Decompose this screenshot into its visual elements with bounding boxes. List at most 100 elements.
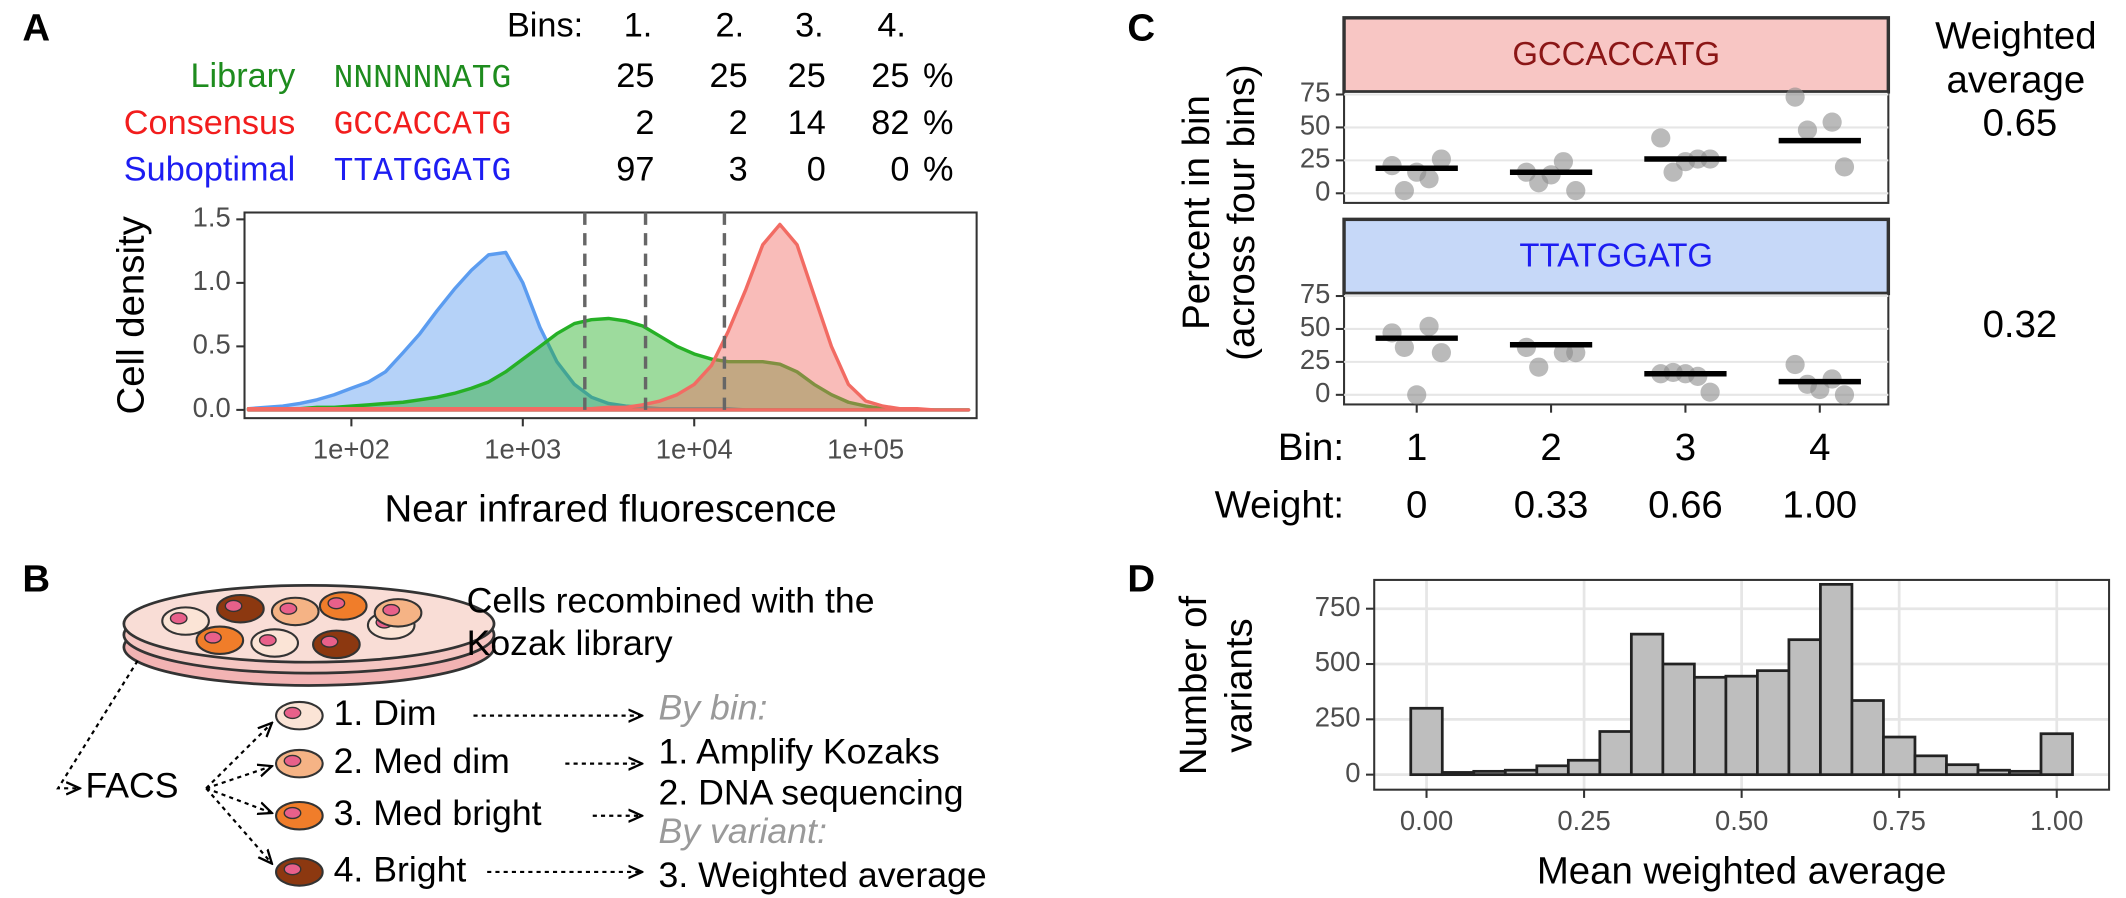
row-value: 25 [871, 57, 909, 95]
cell-nucleus [327, 597, 346, 610]
y-tick-label: 75 [1300, 77, 1330, 108]
weight-label: 0.66 [1648, 483, 1723, 526]
y-tick-label: 50 [1300, 110, 1330, 141]
bin-item: 2. Med dim [334, 741, 510, 781]
cell-nucleus [283, 863, 302, 876]
histogram-bar [1913, 754, 1948, 777]
histogram-bar [1598, 730, 1633, 777]
y-axis-label: variants [1217, 618, 1260, 752]
histogram-bar [1661, 662, 1696, 777]
x-tick-label: 0.50 [1715, 805, 1768, 836]
weight-label: 0 [1406, 483, 1427, 526]
y-tick-label: 50 [1300, 311, 1330, 342]
histogram-bar [1976, 768, 2011, 777]
point [1834, 157, 1855, 177]
bin-item: 4. Bright [334, 849, 467, 889]
x-tick-label: 0.75 [1873, 805, 1926, 836]
row-value: 14 [788, 104, 826, 142]
point [1431, 343, 1451, 363]
bin-header: 1. [624, 6, 653, 44]
point [1407, 385, 1427, 405]
table-header: Bins: [507, 6, 583, 44]
histogram-bar [1693, 675, 1728, 777]
histogram-bar [1472, 769, 1507, 777]
x-tick-label: 0.00 [1400, 805, 1453, 836]
weighted-average: 0.32 [1983, 303, 2058, 346]
point [1529, 357, 1549, 377]
arrow [205, 766, 272, 790]
caption: Cells recombined with the [467, 581, 875, 621]
side-title: Weighted [1935, 15, 2096, 58]
plot-frame [1373, 578, 2111, 791]
histogram-bar [1629, 632, 1665, 777]
weight-axis-label: Weight: [1215, 483, 1344, 526]
row-seq: NNNNNNATG [334, 60, 512, 97]
histogram-bar [1409, 706, 1444, 777]
histogram-bar [2008, 769, 2043, 777]
y-tick-label: 0 [1315, 176, 1330, 207]
cell-nucleus [224, 599, 243, 613]
row-value: 25 [788, 57, 826, 95]
caption: Kozak library [467, 623, 673, 663]
bin-header: 4. [877, 6, 906, 44]
facet-strip [1342, 217, 1891, 296]
row-value: 97 [616, 150, 654, 188]
y-tick-label: 0.0 [193, 392, 231, 423]
bin-header: 2. [716, 6, 745, 44]
y-tick-label: 750 [1315, 591, 1361, 622]
y-tick-label: 25 [1300, 143, 1330, 174]
row-value: 25 [710, 57, 748, 95]
row-unit: % [923, 150, 953, 188]
row-value: 2 [729, 104, 748, 142]
row-seq: TTATGGATG [334, 153, 512, 190]
histogram-bar [1440, 771, 1476, 777]
density-area [246, 316, 971, 412]
point [1419, 316, 1439, 336]
x-tick-label: 1.00 [2030, 805, 2083, 836]
y-tick-label: 0.5 [193, 329, 231, 360]
histogram-bar [1724, 674, 1759, 777]
y-axis-label: Number of [1172, 596, 1215, 775]
point [1566, 181, 1586, 201]
arrow [56, 660, 139, 789]
step-heading: By variant: [659, 811, 827, 851]
arrow [205, 787, 272, 813]
row-name: Suboptimal [124, 150, 295, 188]
histogram-bar [1945, 763, 1980, 777]
histogram-bar [1503, 768, 1539, 777]
x-tick-label: 0.25 [1557, 805, 1610, 836]
y-axis-label: (across four bins) [1220, 64, 1263, 360]
y-tick-label: 500 [1315, 646, 1361, 677]
point [1797, 120, 1818, 140]
y-tick-label: 75 [1300, 278, 1330, 309]
panel-label: C [1127, 6, 1155, 49]
bin-item: 1. Dim [334, 693, 437, 733]
point [1651, 128, 1671, 148]
y-axis-label: Percent in bin [1175, 95, 1218, 330]
y-tick-label: 0 [1315, 377, 1330, 408]
arrow [205, 787, 272, 863]
sort-node: FACS [85, 766, 178, 806]
x-tick-label: 1e+05 [827, 433, 904, 464]
step-heading: By bin: [659, 688, 768, 728]
bin-label: 2 [1540, 426, 1561, 469]
point [1394, 337, 1414, 357]
point [1553, 152, 1574, 172]
density-area [246, 222, 971, 412]
bin-header: 3. [795, 6, 824, 44]
point [1785, 87, 1805, 107]
histogram-bar [1566, 758, 1602, 777]
y-axis-label: Cell density [110, 215, 153, 414]
cell-nucleus [279, 602, 298, 615]
x-axis-label: Mean weighted average [1537, 849, 1947, 892]
x-axis-label: Near infrared fluorescence [384, 488, 836, 531]
histogram-bar [1850, 699, 1885, 777]
row-value: 2 [635, 104, 654, 142]
row-name: Library [190, 57, 296, 95]
row-value: 0 [890, 150, 909, 188]
row-value: 0 [807, 150, 826, 188]
y-tick-label: 0 [1345, 757, 1360, 788]
